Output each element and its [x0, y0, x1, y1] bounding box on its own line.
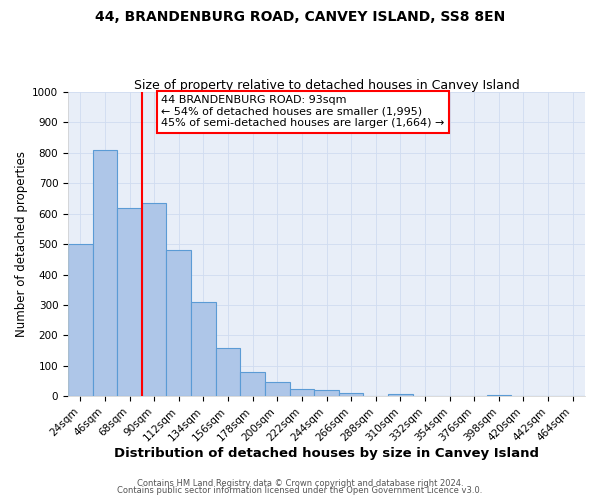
- Bar: [265, 382, 290, 396]
- Text: 44 BRANDENBURG ROAD: 93sqm
← 54% of detached houses are smaller (1,995)
45% of s: 44 BRANDENBURG ROAD: 93sqm ← 54% of deta…: [161, 95, 445, 128]
- Bar: [142, 203, 166, 396]
- Bar: [166, 250, 191, 396]
- Bar: [487, 394, 511, 396]
- Bar: [290, 388, 314, 396]
- Bar: [388, 394, 413, 396]
- Title: Size of property relative to detached houses in Canvey Island: Size of property relative to detached ho…: [134, 79, 520, 92]
- Bar: [314, 390, 339, 396]
- Bar: [191, 302, 216, 396]
- Y-axis label: Number of detached properties: Number of detached properties: [15, 151, 28, 337]
- Bar: [339, 392, 364, 396]
- Bar: [92, 150, 117, 396]
- Bar: [117, 208, 142, 396]
- Text: 44, BRANDENBURG ROAD, CANVEY ISLAND, SS8 8EN: 44, BRANDENBURG ROAD, CANVEY ISLAND, SS8…: [95, 10, 505, 24]
- X-axis label: Distribution of detached houses by size in Canvey Island: Distribution of detached houses by size …: [114, 447, 539, 460]
- Bar: [216, 348, 241, 397]
- Text: Contains public sector information licensed under the Open Government Licence v3: Contains public sector information licen…: [118, 486, 482, 495]
- Bar: [68, 244, 92, 396]
- Text: Contains HM Land Registry data © Crown copyright and database right 2024.: Contains HM Land Registry data © Crown c…: [137, 478, 463, 488]
- Bar: [241, 372, 265, 396]
